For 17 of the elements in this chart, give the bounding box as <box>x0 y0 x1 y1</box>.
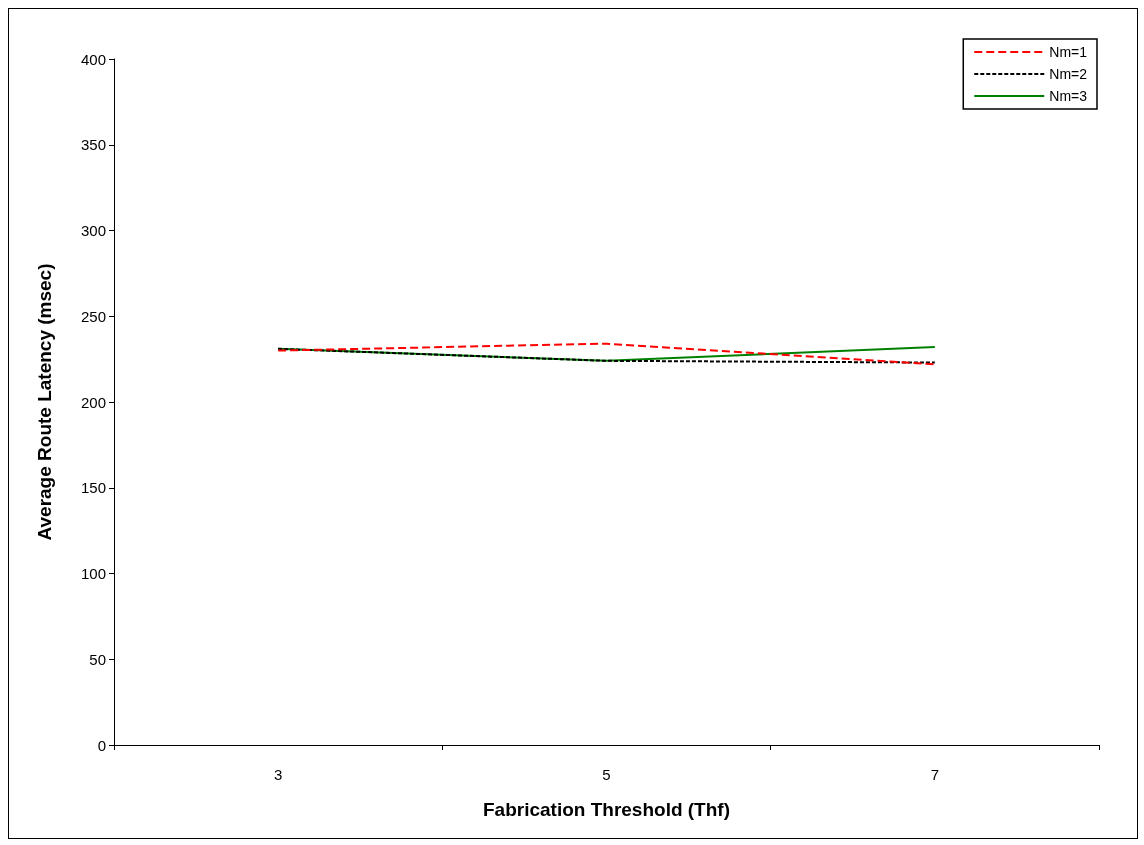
x-tick-label: 7 <box>930 766 940 783</box>
y-tick-label: 350 <box>80 136 106 154</box>
y-tick-label: 150 <box>80 479 106 497</box>
y-tick-label: 250 <box>80 307 106 325</box>
x-tick-label: 3 <box>273 766 283 783</box>
y-tick-label: 400 <box>80 50 106 68</box>
y-axis-title: Average Route Latency (msec) <box>34 263 55 541</box>
legend-label: Nm=3 <box>1049 88 1088 104</box>
x-axis-title: Fabrication Threshold (Thf) <box>483 799 730 820</box>
legend-label: Nm=1 <box>1049 44 1088 60</box>
y-tick-label: 0 <box>97 736 106 754</box>
legend-label: Nm=2 <box>1049 66 1088 82</box>
y-tick-label: 50 <box>89 650 106 668</box>
x-tick-label: 5 <box>602 766 611 783</box>
y-tick-label: 100 <box>80 565 106 582</box>
y-tick-label: 200 <box>80 393 106 411</box>
y-tick-label: 300 <box>80 222 106 239</box>
